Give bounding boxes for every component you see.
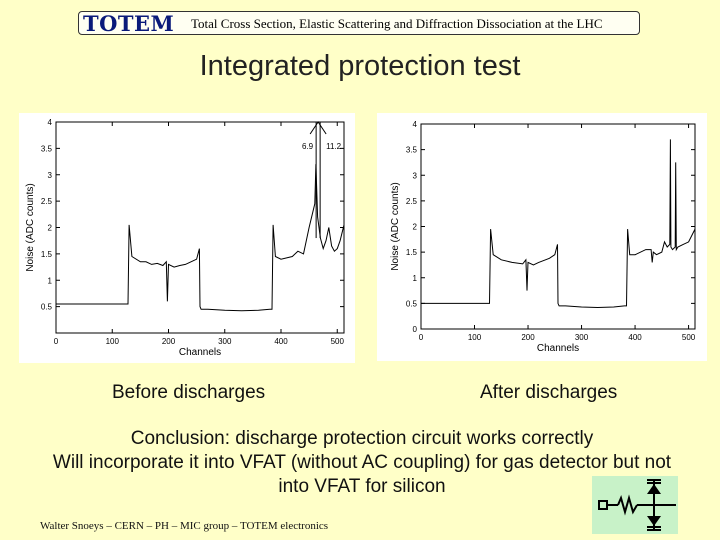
x-tick-label: 300: [218, 337, 232, 346]
y-tick-label: 3: [413, 171, 418, 180]
y-tick-label: 2: [413, 223, 418, 232]
y-tick-label: 0: [413, 325, 418, 334]
noise-series-line: [421, 139, 696, 309]
conclusion-line-3: into VFAT for silicon: [278, 476, 446, 497]
x-tick-label: 500: [331, 337, 345, 346]
y-tick-label: 2.5: [41, 197, 53, 206]
y-tick-label: 0.5: [406, 299, 418, 308]
totem-logo: TOTEM: [83, 11, 175, 36]
x-tick-label: 0: [54, 337, 59, 346]
x-tick-label: 500: [682, 333, 696, 342]
y-tick-label: 3: [48, 171, 53, 180]
footer-credit: Walter Snoeys – CERN – PH – MIC group – …: [40, 520, 329, 532]
x-tick-label: 200: [162, 337, 176, 346]
y-tick-label: 1.5: [41, 250, 53, 259]
chart-before-discharges: 0 100 200 300 400 500 0.5 1 1.5 2 2.5 3 3.5 4 Channels…: [19, 113, 355, 363]
conclusion-line-1: Conclusion: discharge protection circuit…: [130, 428, 594, 449]
chart-after-discharges: 0 100 200 300 400 500 0 0.5 1 1.5 2 2.5 3 3.5 4 Channel…: [377, 113, 707, 361]
conclusion: Conclusion: discharge protection circuit…: [0, 427, 720, 499]
y-tick-label: 4: [413, 120, 418, 129]
x-tick-label: 100: [106, 337, 120, 346]
y-axis-label: Noise (ADC counts): [390, 182, 401, 270]
offscale-arrow: [309, 121, 327, 135]
x-axis-label: Channels: [179, 347, 221, 358]
header-title: Total Cross Section, Elastic Scattering …: [191, 16, 603, 31]
y-tick-label: 1: [413, 274, 418, 283]
x-tick-label: 0: [419, 333, 424, 342]
y-tick-label: 1: [48, 276, 53, 285]
y-tick-label: 2.5: [406, 197, 418, 206]
caption-before: Before discharges: [112, 382, 266, 403]
x-tick-label: 400: [274, 337, 288, 346]
x-tick-label: 200: [521, 333, 535, 342]
y-tick-label: 1.5: [406, 248, 418, 257]
y-tick-label: 4: [48, 118, 53, 127]
annotation-label: 11.2: [326, 142, 342, 151]
x-tick-label: 400: [628, 333, 642, 342]
header-banner: TOTEM Total Cross Section, Elastic Scatt…: [78, 11, 640, 36]
y-tick-label: 2: [48, 224, 53, 233]
annotation-label: 6.9: [302, 142, 314, 151]
noise-series-line: [56, 164, 345, 312]
x-tick-label: 300: [575, 333, 589, 342]
caption-after: After discharges: [480, 382, 618, 403]
y-tick-label: 3.5: [406, 146, 418, 155]
protection-circuit-icon: [592, 476, 678, 534]
slide-title: Integrated protection test: [199, 50, 521, 82]
y-axis-label: Noise (ADC counts): [25, 183, 36, 271]
y-tick-label: 3.5: [41, 144, 53, 153]
x-tick-label: 100: [468, 333, 482, 342]
conclusion-line-2: Will incorporate it into VFAT (without A…: [52, 452, 672, 473]
x-axis-label: Channels: [537, 343, 579, 354]
y-tick-label: 0.5: [41, 303, 53, 312]
